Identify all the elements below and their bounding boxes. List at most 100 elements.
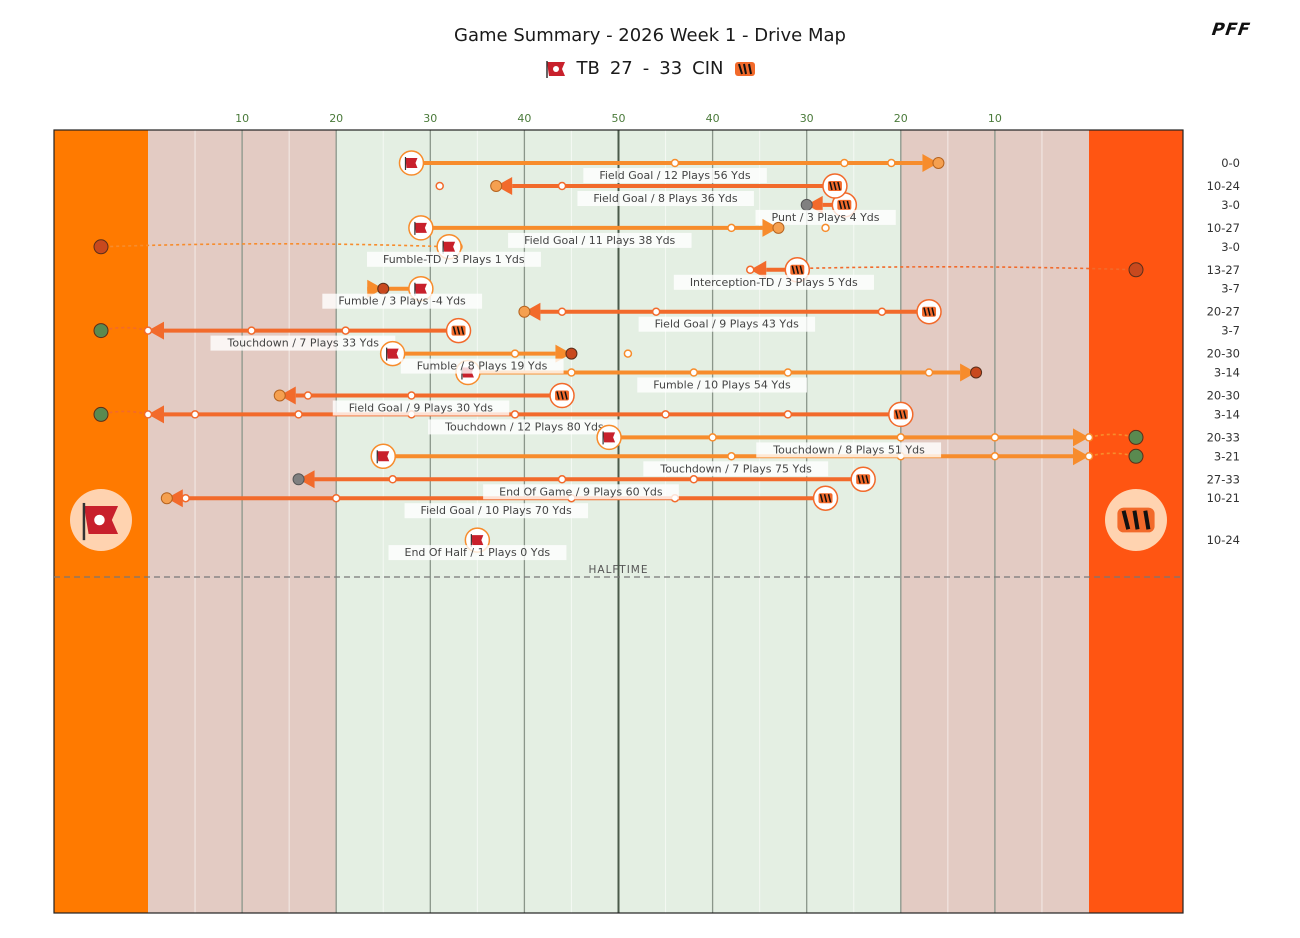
drive-label-box xyxy=(322,293,483,309)
drive-label-box xyxy=(756,442,942,458)
scoring-path xyxy=(100,243,450,248)
play-marker xyxy=(821,223,830,233)
play-marker xyxy=(181,493,190,503)
x-tick-label: 40 xyxy=(706,112,720,125)
result-marker xyxy=(1128,429,1144,445)
result-marker xyxy=(932,157,945,169)
drive-label-box xyxy=(332,400,510,416)
play-marker xyxy=(341,326,350,335)
result-marker xyxy=(93,239,109,255)
drive-label: Field Goal / 8 Plays 36 Yds xyxy=(593,192,737,205)
drive-score: 3-0 xyxy=(1221,240,1240,254)
scoreline: TB 27 - 33 CIN xyxy=(0,58,1300,79)
x-tick-label: 20 xyxy=(329,112,343,125)
drive-label: Field Goal / 12 Plays 56 Yds xyxy=(599,169,750,182)
play-marker xyxy=(783,368,793,377)
drive-arrowhead xyxy=(496,177,513,195)
drive-label: End Of Half / 1 Plays 0 Yds xyxy=(405,546,551,559)
drive-label-box xyxy=(366,251,541,267)
x-tick-label: 20 xyxy=(894,112,908,125)
drive-score: 10-27 xyxy=(1207,221,1240,235)
drive-score: 20-30 xyxy=(1207,347,1240,361)
play-marker xyxy=(407,391,416,400)
x-tick-label: 30 xyxy=(423,112,437,125)
drive-label-box xyxy=(577,191,754,206)
play-marker xyxy=(727,452,736,461)
drive-row: End Of Half / 1 Plays 0 Yds 10-24 xyxy=(388,527,1240,561)
play-marker xyxy=(990,452,1000,461)
play-marker xyxy=(303,391,313,400)
brand-label: PFF xyxy=(1209,20,1254,38)
play-marker xyxy=(247,326,256,335)
drive-label: Fumble / 8 Plays 19 Yds xyxy=(417,360,548,373)
cin-stripes-icon xyxy=(734,61,755,76)
x-tick-label: 50 xyxy=(612,112,626,125)
drive-arrowhead xyxy=(148,405,164,424)
drive-score: 3-21 xyxy=(1214,449,1240,463)
play-marker xyxy=(783,410,793,419)
play-marker xyxy=(840,158,849,168)
play-marker xyxy=(1084,433,1094,442)
drive-row: Touchdown / 7 Plays 75 Yds 3-21 xyxy=(370,443,1240,477)
drive-row: Punt / 3 Plays 4 Yds 3-0 xyxy=(755,192,1240,225)
halftime-label: HALFTIME xyxy=(589,564,649,576)
play-marker xyxy=(651,307,661,316)
play-marker xyxy=(331,493,341,503)
drive-label-box xyxy=(400,358,564,374)
drive-row: Field Goal / 9 Plays 43 Yds 20-27 xyxy=(518,298,1240,332)
drive-label: Touchdown / 12 Plays 80 Yds xyxy=(444,420,604,433)
drive-label: Fumble / 10 Plays 54 Yds xyxy=(653,379,791,392)
tb-drive-start-icon xyxy=(596,424,622,451)
play-marker xyxy=(1084,452,1094,461)
play-marker xyxy=(924,368,934,377)
drive-row: Field Goal / 11 Plays 38 Yds 10-27 xyxy=(408,215,1240,248)
drive-arrowhead xyxy=(1073,428,1089,447)
drive-arrowhead xyxy=(279,386,296,405)
play-marker xyxy=(745,265,755,275)
drive-row: Touchdown / 12 Plays 80 Yds 3-14 xyxy=(93,401,1240,435)
drive-score: 10-24 xyxy=(1207,179,1240,193)
cin-endzone-logo-icon xyxy=(1105,489,1167,551)
drive-score: 20-27 xyxy=(1207,305,1240,319)
drive-label-box xyxy=(583,168,767,183)
drive-label-box xyxy=(404,503,589,519)
drive-row: Interception-TD / 3 Plays 5 Yds 13-27 xyxy=(673,257,1240,290)
result-marker xyxy=(772,221,785,234)
tb-drive-start-icon xyxy=(408,215,434,241)
x-tick-label: 10 xyxy=(988,112,1002,125)
drive-score: 0-0 xyxy=(1221,156,1240,170)
drive-label: Interception-TD / 3 Plays 5 Yds xyxy=(690,276,858,289)
field-layer: 10 20 30 40 50 40 30 20 10 HALFTIME xyxy=(53,112,1184,914)
drive-row: Field Goal / 9 Plays 30 Yds 20-30 xyxy=(273,382,1240,416)
result-marker xyxy=(1128,262,1144,278)
play-marker xyxy=(557,307,567,316)
drive-arrowhead xyxy=(806,195,823,214)
result-marker xyxy=(377,282,390,295)
cin-drive-start-icon xyxy=(850,466,876,493)
drive-label: Field Goal / 9 Plays 43 Yds xyxy=(655,318,799,331)
drive-score: 3-7 xyxy=(1221,324,1240,338)
tb-endzone-logo-icon xyxy=(70,489,132,551)
drive-row: Field Goal / 8 Plays 36 Yds 10-24 xyxy=(435,173,1240,206)
drive-label: Touchdown / 7 Plays 75 Yds xyxy=(659,462,812,475)
play-marker xyxy=(670,158,680,168)
tb-drive-start-icon xyxy=(379,340,406,367)
drive-label: Touchdown / 7 Plays 33 Yds xyxy=(226,337,379,350)
play-marker xyxy=(689,475,699,484)
cin-drive-start-icon xyxy=(549,382,575,409)
drive-label: Field Goal / 10 Plays 70 Yds xyxy=(421,504,572,517)
drive-arrowhead xyxy=(762,218,779,237)
play-marker xyxy=(990,433,1000,442)
drive-score: 3-7 xyxy=(1221,282,1240,296)
drive-arrowhead xyxy=(298,470,315,489)
drive-label: Fumble / 3 Plays -4 Yds xyxy=(338,295,466,308)
play-marker xyxy=(510,410,520,419)
cin-drive-start-icon xyxy=(916,298,942,325)
drive-label: Punt / 3 Plays 4 Yds xyxy=(772,211,880,224)
drive-row: Field Goal / 12 Plays 56 Yds 0-0 xyxy=(398,150,1240,183)
play-marker xyxy=(510,349,520,358)
play-marker xyxy=(708,433,717,442)
drive-arrowhead xyxy=(524,302,541,321)
x-tick-label: 10 xyxy=(235,112,249,125)
